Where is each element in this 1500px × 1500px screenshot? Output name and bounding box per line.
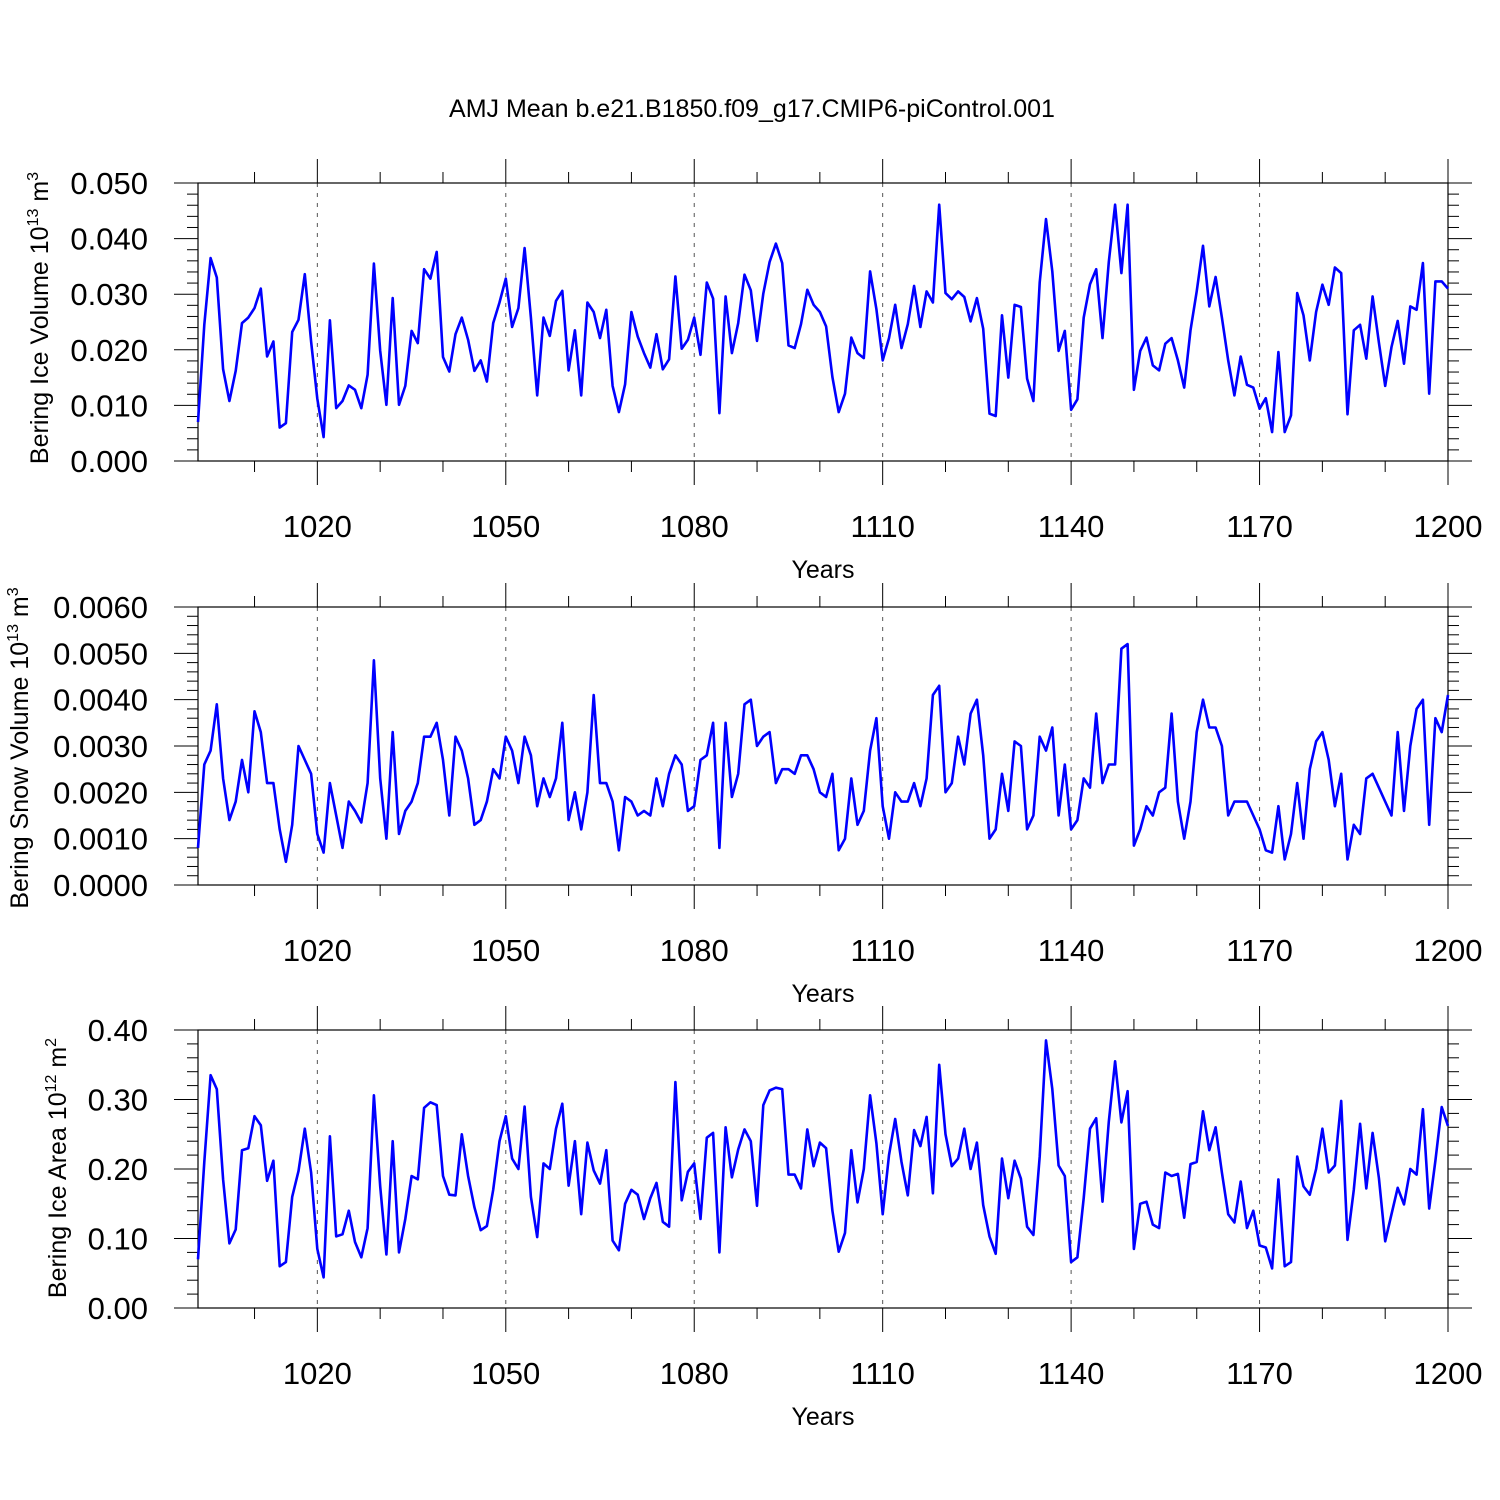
y-tick-label: 0.20 (88, 1152, 148, 1187)
y-tick-label: 0.0020 (53, 775, 148, 810)
data-series-line (196, 1039, 1450, 1279)
plot-frame (197, 1029, 1449, 1309)
y-axis-title: Bering Ice Volume 1013 m3 (25, 172, 54, 464)
y-axis-label-text: Bering Ice Volume (26, 254, 54, 464)
x-axis-title: Years (791, 980, 854, 1008)
y-tick-label: 0.0030 (53, 729, 148, 764)
x-tick-label: 1140 (1038, 509, 1105, 544)
y-axis-unit-power: 3 (5, 587, 22, 596)
y-axis-unit-base: 10 (44, 1092, 72, 1120)
x-tick-label: 1050 (471, 933, 540, 968)
chart-panels: 0.000 0.010 0.020 0.030 0.040 0.050 1020 1050 10… (5, 159, 1482, 1431)
x-tick-label: 1170 (1226, 933, 1293, 968)
y-axis-unit-power: 3 (25, 172, 42, 181)
y-axis-unit-base: 10 (6, 642, 34, 670)
x-tick-label: 1080 (660, 933, 729, 968)
y-tick-label: 0.050 (70, 166, 148, 201)
y-axis-title: Bering Snow Volume 1013 m3 (5, 587, 34, 908)
panel-3: 0.00 0.10 0.20 0.30 0.40 1020 1050 1080 1110 1140… (43, 1006, 1482, 1431)
x-tick-label: 1110 (850, 509, 914, 544)
x-tick-label: 1200 (1414, 1356, 1483, 1391)
y-tick-label: 0.0050 (53, 636, 148, 671)
x-tick-label: 1080 (660, 509, 729, 544)
x-tick-label: 1140 (1038, 933, 1105, 968)
y-tick-label: 0.010 (70, 388, 148, 423)
panel-1: 0.000 0.010 0.020 0.030 0.040 0.050 1020 1050 10… (25, 159, 1482, 584)
y-tick-label: 0.0040 (53, 683, 148, 718)
x-tick-label: 1200 (1414, 509, 1483, 544)
x-tick-label: 1050 (471, 1356, 540, 1391)
y-axis-label-text: Bering Snow Volume (6, 670, 34, 909)
x-tick-label: 1020 (283, 1356, 352, 1391)
y-tick-label: 0.020 (70, 333, 148, 368)
x-tick-label: 1020 (283, 509, 352, 544)
x-tick-label: 1110 (850, 1356, 914, 1391)
y-axis-unit: m (44, 1047, 72, 1075)
data-series-line (196, 642, 1450, 864)
y-tick-label: 0.000 (70, 444, 148, 479)
x-axis-title: Years (791, 556, 854, 584)
x-tick-label: 1170 (1226, 509, 1293, 544)
y-tick-label: 0.10 (88, 1222, 148, 1257)
x-tick-label: 1020 (283, 933, 352, 968)
x-tick-label: 1080 (660, 1356, 729, 1391)
y-tick-label: 0.0000 (53, 868, 148, 903)
y-axis-unit-exponent: 12 (43, 1074, 60, 1092)
y-axis-title: Bering Ice Area 1012 m2 (43, 1038, 72, 1298)
y-axis-unit-exponent: 13 (5, 624, 22, 642)
y-tick-label: 0.30 (88, 1083, 148, 1118)
x-tick-label: 1140 (1038, 1356, 1105, 1391)
plot-frame (197, 606, 1449, 886)
x-tick-label: 1110 (850, 933, 914, 968)
y-axis-unit: m (26, 181, 54, 209)
y-tick-label: 0.040 (70, 222, 148, 257)
plot-frame (197, 182, 1449, 462)
y-axis-label-text: Bering Ice Area (44, 1120, 72, 1298)
y-tick-label: 0.0060 (53, 590, 148, 625)
x-tick-label: 1200 (1414, 933, 1483, 968)
x-tick-label: 1050 (471, 509, 540, 544)
y-axis-unit-exponent: 13 (25, 209, 42, 227)
y-axis-unit-base: 10 (26, 226, 54, 254)
y-tick-label: 0.0010 (53, 822, 148, 857)
y-tick-label: 0.030 (70, 277, 148, 312)
data-series-line (196, 203, 1449, 439)
x-axis-title: Years (791, 1403, 854, 1431)
x-tick-label: 1170 (1226, 1356, 1293, 1391)
y-axis-unit: m (6, 596, 34, 624)
y-tick-label: 0.40 (88, 1013, 148, 1048)
y-axis-unit-power: 2 (43, 1038, 60, 1047)
y-tick-label: 0.00 (88, 1291, 148, 1326)
panel-2: 0.0000 0.0010 0.0020 0.0030 0.0040 0.0050 0.00… (5, 583, 1482, 1008)
figure-title: AMJ Mean b.e21.B1850.f09_g17.CMIP6-piCon… (449, 95, 1055, 123)
